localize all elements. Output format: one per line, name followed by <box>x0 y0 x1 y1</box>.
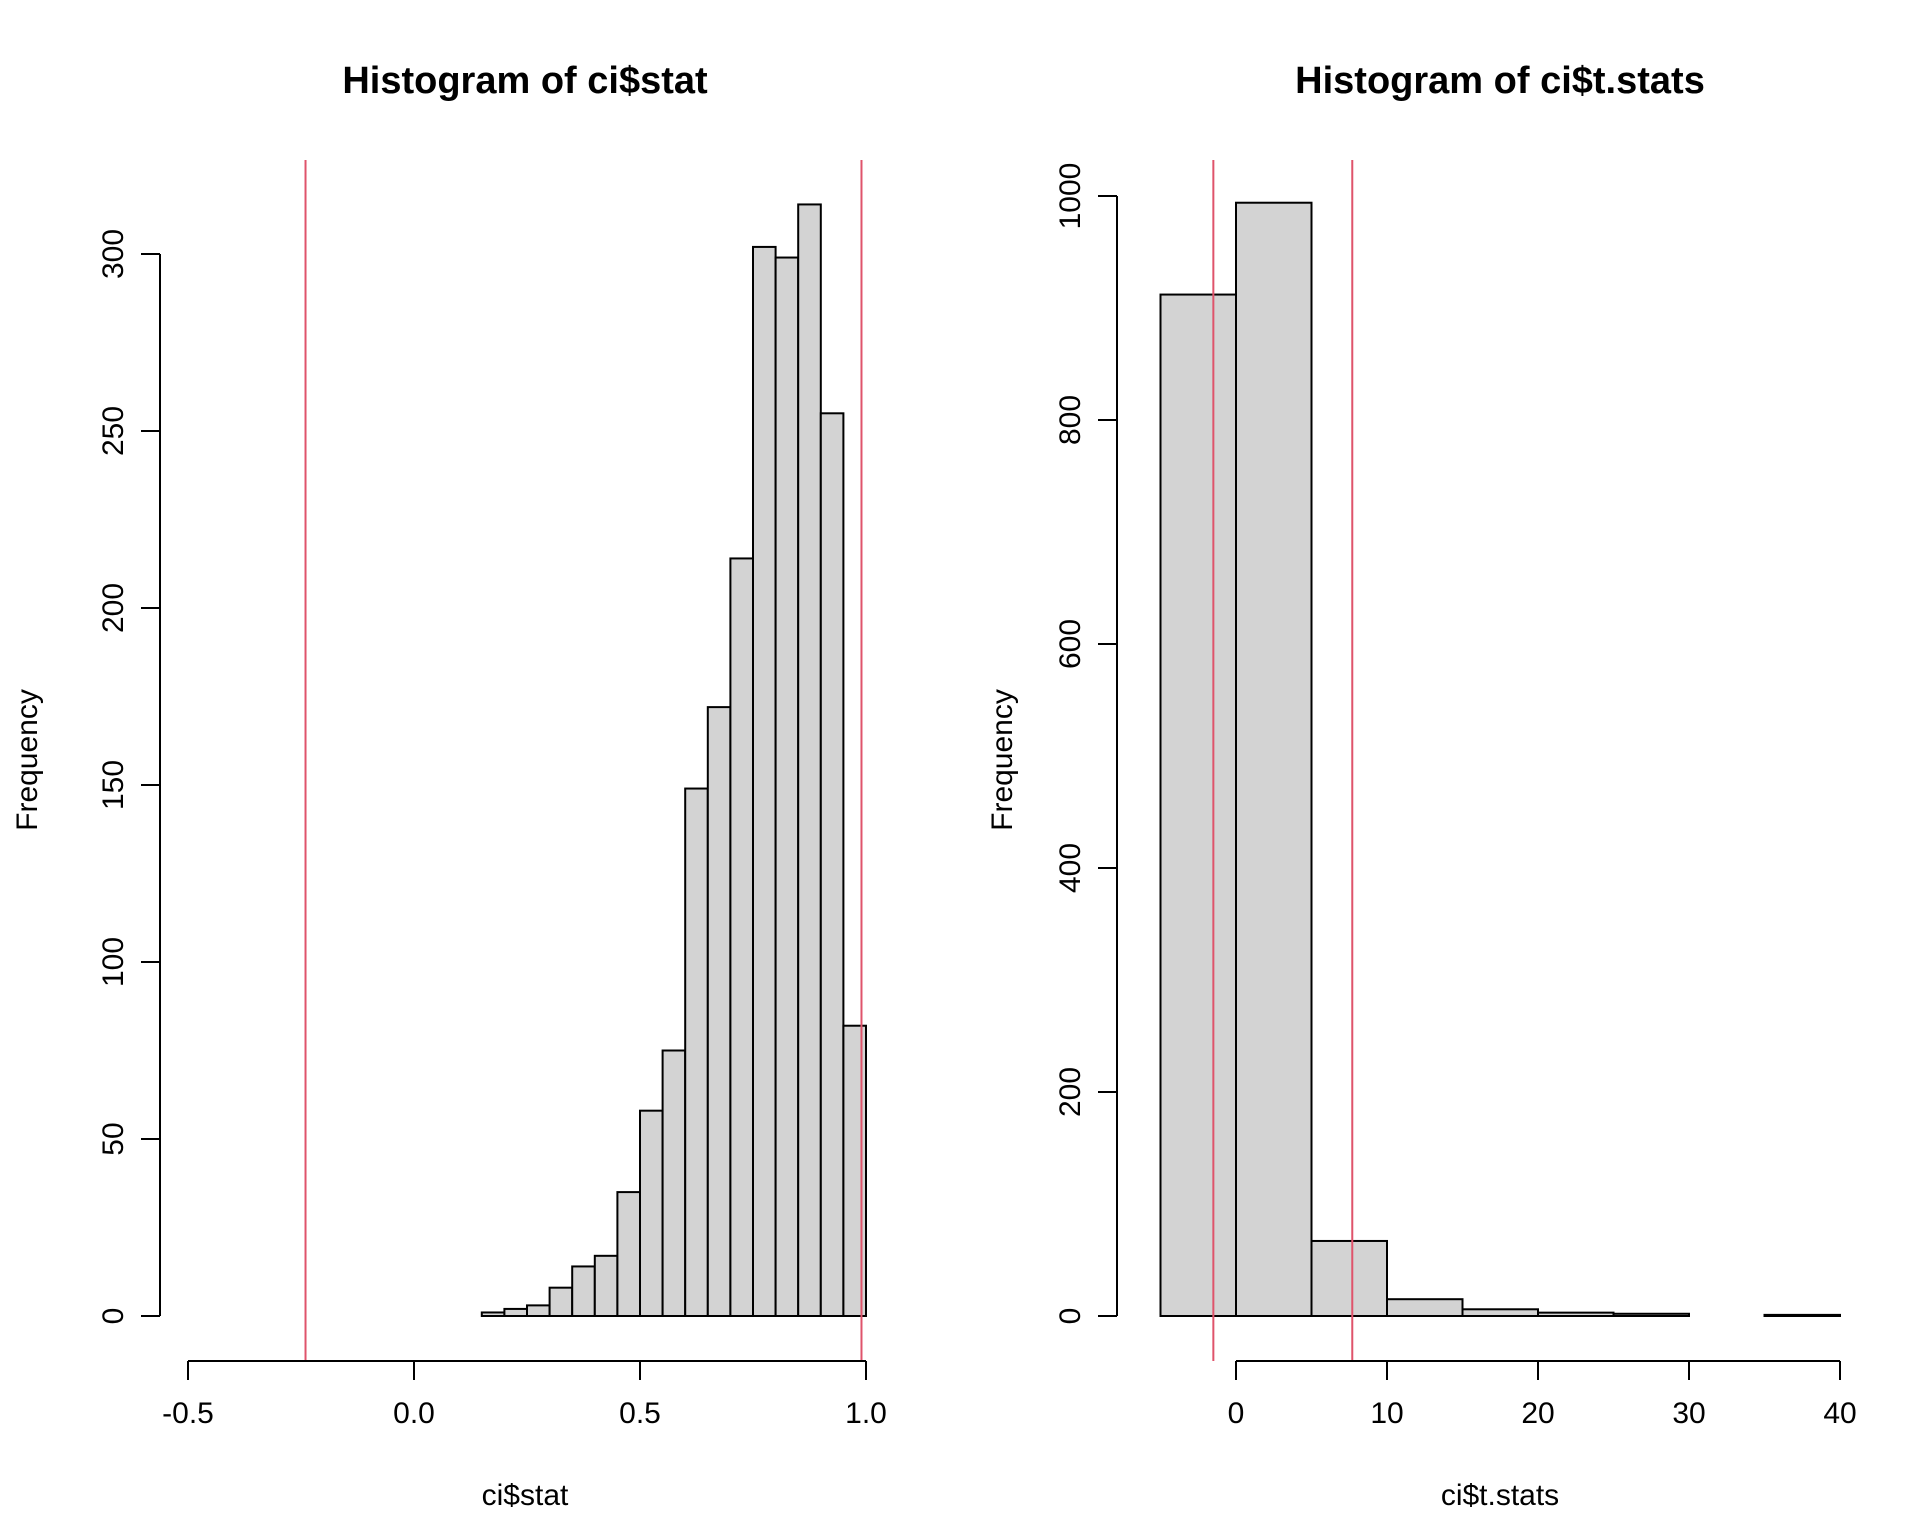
right-x-axis-label: ci$t.stats <box>1441 1479 1559 1512</box>
left-y-axis-label: Frequency <box>11 689 44 831</box>
right-histogram-bar <box>1461 1308 1539 1318</box>
right-histogram-bar <box>1612 1312 1690 1318</box>
right-x-tick-label: 30 <box>1672 1397 1705 1430</box>
right-y-tick-label: 800 <box>1054 395 1087 445</box>
left-x-axis-label: ci$stat <box>482 1479 569 1512</box>
right-histogram-bar <box>1310 1239 1388 1317</box>
right-x-tick-label: 10 <box>1370 1397 1403 1430</box>
right-y-axis-label: Frequency <box>986 689 1019 831</box>
left-x-tick-label: 0.5 <box>619 1397 661 1430</box>
left-histogram-bar <box>639 1109 664 1318</box>
left-y-axis: 0 50 100 150 200 250 300 <box>97 229 161 1325</box>
right-y-axis: 0 200 400 600 800 1000 <box>1054 163 1118 1325</box>
left-bars-group <box>480 203 868 1318</box>
left-x-tick-label: -0.5 <box>162 1397 214 1430</box>
left-histogram-bar <box>503 1307 528 1318</box>
left-x-axis: -0.5 0.0 0.5 1.0 <box>162 1360 887 1430</box>
left-y-tick-label: 300 <box>97 229 130 279</box>
left-y-tick-label: 200 <box>97 583 130 633</box>
right-y-tick-label: 400 <box>1054 843 1087 893</box>
left-histogram-bar <box>797 203 822 1318</box>
right-histogram-bar <box>1763 1313 1841 1318</box>
right-y-tick-label: 200 <box>1054 1067 1087 1117</box>
right-histogram-bar <box>1235 201 1313 1318</box>
left-histogram-bar <box>819 412 845 1317</box>
left-y-tick-label: 100 <box>97 937 130 987</box>
right-y-tick-label: 0 <box>1054 1308 1087 1325</box>
left-histogram-bar <box>593 1254 619 1317</box>
left-histogram-bar <box>571 1265 596 1317</box>
left-histogram-bar <box>706 706 732 1317</box>
right-histogram-bar <box>1386 1298 1464 1317</box>
left-y-tick-label: 150 <box>97 760 130 810</box>
left-histogram-bar <box>616 1191 642 1317</box>
left-y-tick-label: 0 <box>97 1308 130 1325</box>
left-y-tick-label: 250 <box>97 406 130 456</box>
left-histogram-bar <box>526 1304 551 1318</box>
left-x-tick-label: 1.0 <box>845 1397 887 1430</box>
right-chart-title: Histogram of ci$t.stats <box>1295 60 1705 102</box>
right-y-tick-label: 600 <box>1054 619 1087 669</box>
right-x-tick-label: 0 <box>1228 1397 1245 1430</box>
left-histogram-bar <box>661 1049 687 1317</box>
right-x-axis: 0 10 20 30 40 <box>1228 1360 1857 1430</box>
left-y-tick-label: 50 <box>97 1122 130 1155</box>
left-x-tick-label: 0.0 <box>393 1397 435 1430</box>
left-chart-title: Histogram of ci$stat <box>342 60 708 102</box>
right-bars-group <box>1159 201 1841 1318</box>
left-histogram-bar <box>548 1286 574 1318</box>
right-x-tick-label: 40 <box>1823 1397 1856 1430</box>
left-histogram-panel: Histogram of ci$stat 050100150200250300 … <box>11 60 887 1512</box>
left-histogram-bar <box>684 787 709 1317</box>
right-reference-lines <box>1212 160 1354 1361</box>
left-histogram-bar <box>729 557 755 1317</box>
left-histogram-bar <box>752 245 777 1317</box>
left-histogram-bar <box>774 256 800 1317</box>
right-histogram-panel: Histogram of ci$t.stats 0200400600800100… <box>986 60 1857 1512</box>
right-histogram-bar <box>1159 293 1237 1317</box>
right-x-tick-label: 20 <box>1521 1397 1554 1430</box>
left-reference-lines <box>304 160 863 1361</box>
right-y-tick-label: 1000 <box>1054 163 1087 230</box>
right-histogram-bar <box>1537 1311 1615 1318</box>
left-histogram-bar <box>842 1024 868 1317</box>
left-histogram-bar <box>480 1311 506 1317</box>
